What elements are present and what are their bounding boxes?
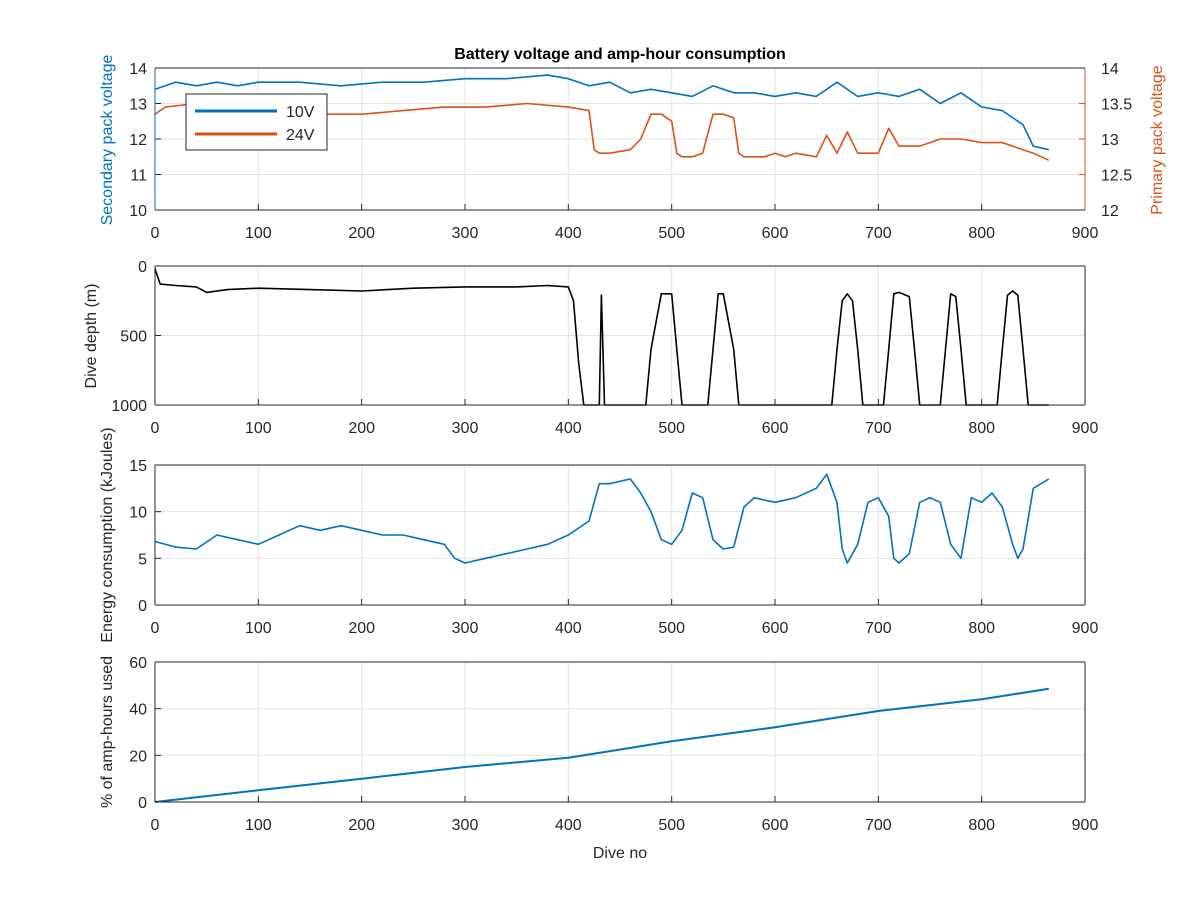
amphours-x-tick-label: 100 bbox=[245, 817, 272, 834]
energy-y-tick-label: 5 bbox=[138, 551, 147, 568]
energy-series-line bbox=[154, 473, 1050, 564]
depth-x-tick-label: 600 bbox=[762, 420, 789, 437]
10v-series-line bbox=[154, 74, 1049, 151]
energy-x-tick-label: 900 bbox=[1072, 620, 1099, 637]
voltage-x-tick-label: 600 bbox=[762, 225, 789, 242]
depth-x-tick-label: 800 bbox=[968, 420, 995, 437]
depth-x-tick-label: 500 bbox=[658, 420, 685, 437]
depth-x-tick-label: 0 bbox=[151, 420, 160, 437]
energy-x-tick-label: 400 bbox=[555, 620, 582, 637]
voltage-x-tick-label: 0 bbox=[151, 225, 160, 242]
voltage-y-tick-label: 12 bbox=[129, 132, 147, 149]
voltage-right-tick-label: 14 bbox=[1101, 61, 1119, 78]
y-axis-label-secondary-voltage: Secondary pack voltage bbox=[99, 55, 116, 226]
panel-depth: 0 100 200 300 400 500 600 700 800 900 0 500 1000 bbox=[111, 259, 1098, 437]
depth-x-tick-label: 100 bbox=[245, 420, 272, 437]
y-axis-label-energy: Energy consumption (kJoules) bbox=[99, 427, 116, 642]
voltage-y-tick-label: 10 bbox=[129, 203, 147, 220]
voltage-right-tick-label: 12.5 bbox=[1101, 168, 1132, 185]
amphours-x-tick-label: 900 bbox=[1072, 817, 1099, 834]
amphours-x-tick-label: 800 bbox=[968, 817, 995, 834]
depth-y-tick-label: 0 bbox=[138, 259, 147, 276]
energy-x-tick-label: 700 bbox=[865, 620, 892, 637]
voltage-x-tick-label: 300 bbox=[452, 225, 479, 242]
amphours-plot-area bbox=[155, 662, 1085, 802]
voltage-x-tick-label: 100 bbox=[245, 225, 272, 242]
depth-x-tick-label: 200 bbox=[348, 420, 375, 437]
energy-x-tick-label: 200 bbox=[348, 620, 375, 637]
legend-label-24v: 24V bbox=[286, 127, 315, 144]
chart-title: Battery voltage and amp-hour consumption bbox=[454, 46, 786, 63]
energy-x-tick-label: 300 bbox=[452, 620, 479, 637]
voltage-right-tick-label: 13 bbox=[1101, 132, 1119, 149]
y-axis-label-depth: Dive depth (m) bbox=[83, 284, 100, 389]
voltage-x-tick-label: 400 bbox=[555, 225, 582, 242]
amphours-x-tick-label: 600 bbox=[762, 817, 789, 834]
energy-y-tick-label: 0 bbox=[138, 598, 147, 615]
legend-label-10v: 10V bbox=[286, 104, 315, 121]
amphours-y-tick-label: 40 bbox=[129, 702, 147, 719]
voltage-x-tick-label: 900 bbox=[1072, 225, 1099, 242]
amphours-x-tick-label: 0 bbox=[151, 817, 160, 834]
y-axis-label-primary-voltage: Primary pack voltage bbox=[1149, 65, 1166, 214]
legend: 10V 24V bbox=[185, 93, 328, 151]
voltage-right-tick-label: 13.5 bbox=[1101, 97, 1132, 114]
voltage-y-tick-label: 14 bbox=[129, 61, 147, 78]
amphours-x-tick-label: 500 bbox=[658, 817, 685, 834]
amphours-y-tick-label: 20 bbox=[129, 748, 147, 765]
amphours-x-tick-label: 300 bbox=[452, 817, 479, 834]
depth-x-tick-label: 400 bbox=[555, 420, 582, 437]
energy-y-tick-label: 10 bbox=[129, 505, 147, 522]
voltage-x-tick-label: 500 bbox=[658, 225, 685, 242]
panel-voltage: 0 100 200 300 400 500 600 700 800 900 10 11 12 13 14 12… bbox=[129, 61, 1132, 242]
energy-plot-area bbox=[155, 465, 1085, 605]
24v-series-line bbox=[154, 102, 1050, 162]
amphours-y-tick-label: 0 bbox=[138, 795, 147, 812]
x-axis-label: Dive no bbox=[593, 845, 647, 862]
amphours-x-tick-label: 700 bbox=[865, 817, 892, 834]
voltage-x-tick-label: 200 bbox=[348, 225, 375, 242]
depth-y-tick-label: 1000 bbox=[111, 398, 147, 415]
energy-y-tick-label: 15 bbox=[129, 458, 147, 475]
energy-x-tick-label: 800 bbox=[968, 620, 995, 637]
amphours-x-tick-label: 200 bbox=[348, 817, 375, 834]
depth-x-tick-label: 700 bbox=[865, 420, 892, 437]
voltage-x-tick-label: 700 bbox=[865, 225, 892, 242]
energy-x-tick-label: 100 bbox=[245, 620, 272, 637]
energy-x-tick-label: 0 bbox=[151, 620, 160, 637]
panel-amphours: 0 100 200 300 400 500 600 700 800 900 0 20 40 60 bbox=[129, 655, 1098, 834]
y-axis-label-amphours: % of amp-hours used bbox=[99, 656, 116, 808]
legend-box bbox=[185, 93, 328, 151]
amphours-y-tick-label: 60 bbox=[129, 655, 147, 672]
voltage-y-tick-label: 13 bbox=[129, 97, 147, 114]
amphours-x-tick-label: 400 bbox=[555, 817, 582, 834]
energy-x-tick-label: 500 bbox=[658, 620, 685, 637]
voltage-y-tick-label: 11 bbox=[130, 168, 147, 185]
voltage-x-tick-label: 800 bbox=[968, 225, 995, 242]
amphours-series-line bbox=[154, 687, 1049, 803]
panel-energy: 0 100 200 300 400 500 600 700 800 900 0 5 10 15 bbox=[129, 458, 1098, 637]
depth-y-tick-label: 500 bbox=[120, 329, 147, 346]
voltage-right-tick-label: 12 bbox=[1101, 203, 1119, 220]
depth-x-tick-label: 300 bbox=[452, 420, 479, 437]
depth-x-tick-label: 900 bbox=[1072, 420, 1099, 437]
energy-x-tick-label: 600 bbox=[762, 620, 789, 637]
